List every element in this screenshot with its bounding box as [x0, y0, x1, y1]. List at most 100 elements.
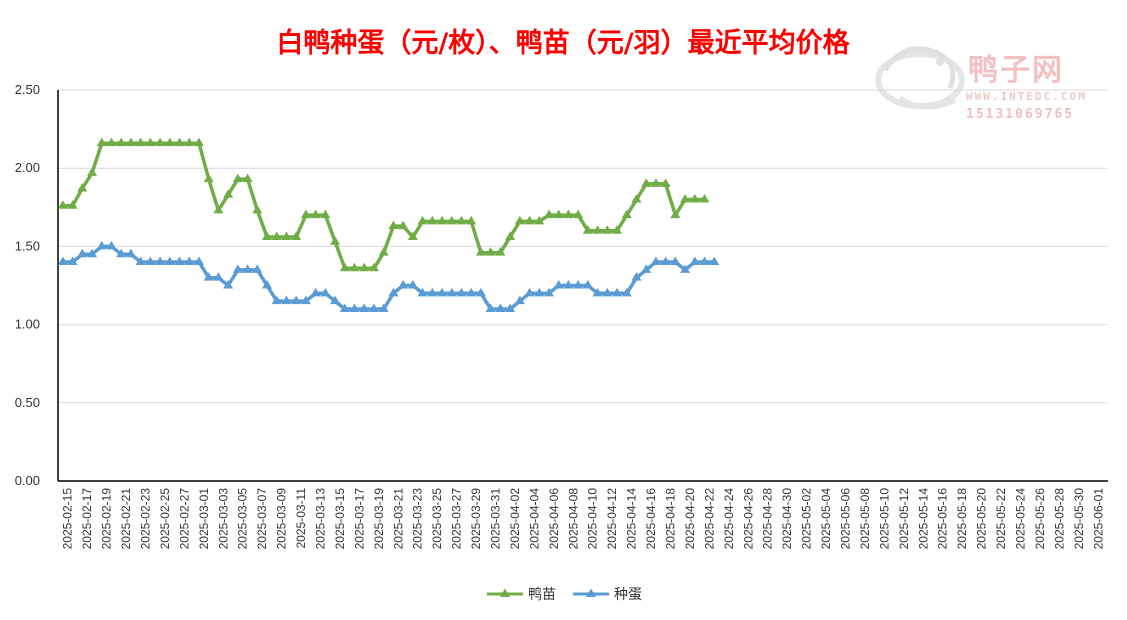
data-point [466, 215, 477, 225]
x-tick-label: 2025-05-28 [1052, 488, 1066, 550]
x-tick-label: 2025-02-23 [139, 488, 153, 550]
data-point [87, 167, 98, 176]
y-tick-label: 2.00 [15, 160, 40, 175]
series-line [62, 244, 715, 311]
y-tick-label: 0.00 [15, 473, 40, 488]
data-point [641, 178, 652, 187]
legend-item-egg: 种蛋 [573, 587, 642, 603]
data-point [291, 295, 302, 305]
x-tick-label: 2025-05-06 [839, 488, 853, 550]
x-tick-label: 2025-05-12 [897, 488, 911, 550]
x-tick-label: 2025-05-30 [1072, 488, 1086, 550]
data-point [670, 209, 681, 219]
data-point [680, 193, 691, 203]
data-point [203, 173, 214, 183]
data-point [612, 225, 623, 234]
x-tick-label: 2025-03-29 [469, 488, 483, 550]
x-axis-ticks: 2025-02-15 2025-02-17 2025-02-19 2025-02-21… [61, 488, 1106, 550]
x-tick-label: 2025-05-24 [1014, 488, 1028, 550]
x-tick-label: 2025-04-04 [527, 488, 541, 550]
watermark-url: WWW.INTEDC.COM [966, 90, 1087, 103]
data-point [680, 264, 691, 273]
data-point [456, 215, 467, 225]
data-point [553, 209, 564, 219]
data-point [378, 303, 389, 312]
x-tick-label: 2025-05-20 [975, 488, 989, 550]
data-point [242, 173, 253, 183]
data-point [281, 231, 292, 241]
data-point [106, 240, 117, 250]
data-point [495, 247, 506, 256]
watermark-phone: 15131069765 [966, 107, 1074, 122]
data-point [368, 303, 379, 312]
data-point [262, 231, 273, 241]
watermark-name: 鸭子网 [968, 53, 1064, 88]
data-point [96, 137, 107, 147]
data-point [359, 303, 370, 312]
data-point [621, 209, 632, 219]
legend-label-egg: 种蛋 [614, 587, 642, 603]
x-tick-label: 2025-02-15 [61, 488, 75, 550]
data-point [106, 137, 117, 147]
data-point [573, 280, 584, 289]
data-point [77, 183, 88, 192]
data-point [155, 256, 166, 266]
watermark-logo: 鸭子网 WWW.INTEDC.COM 15131069765 [875, 46, 1087, 122]
data-point [349, 262, 360, 272]
data-point [407, 280, 418, 289]
data-point [57, 200, 68, 209]
data-point [417, 215, 428, 225]
y-tick-label: 1.00 [15, 317, 40, 332]
x-tick-label: 2025-03-23 [411, 488, 425, 550]
y-tick-label: 0.50 [15, 395, 40, 410]
gridlines [58, 89, 1108, 404]
data-point [524, 215, 535, 225]
x-tick-label: 2025-03-19 [372, 488, 386, 550]
data-point [145, 137, 156, 147]
data-point [67, 256, 78, 266]
data-point [466, 287, 477, 297]
data-point [252, 264, 263, 273]
x-tick-label: 2025-04-22 [702, 488, 716, 550]
x-tick-label: 2025-05-16 [936, 488, 950, 550]
x-tick-label: 2025-03-21 [391, 488, 405, 550]
y-tick-label: 2.50 [15, 82, 40, 97]
data-point [368, 262, 379, 272]
x-tick-label: 2025-04-08 [566, 488, 580, 550]
data-point [262, 280, 273, 289]
data-point [330, 295, 341, 305]
data-point [213, 204, 224, 214]
data-point [543, 287, 554, 297]
x-tick-label: 2025-03-01 [197, 488, 211, 550]
x-tick-label: 2025-05-08 [858, 488, 872, 550]
data-point [631, 272, 642, 281]
data-point [193, 137, 204, 147]
data-point [223, 280, 234, 289]
data-point [612, 287, 623, 297]
data-point [475, 247, 486, 256]
data-point [543, 209, 554, 219]
chart-title: 白鸭种蛋（元/枚）、鸭苗（元/羽）最近平均价格 [276, 27, 850, 59]
data-point [592, 287, 603, 297]
data-point [689, 193, 700, 203]
x-tick-label: 2025-04-24 [722, 488, 736, 550]
legend-label-duckling: 鸭苗 [528, 587, 556, 603]
data-point [563, 280, 574, 289]
data-point [437, 287, 448, 297]
x-tick-label: 2025-05-18 [955, 488, 969, 550]
data-point [300, 295, 311, 305]
data-point [505, 303, 516, 312]
data-point [475, 287, 486, 297]
data-point [378, 247, 389, 256]
data-point [349, 303, 360, 312]
data-point [699, 256, 710, 266]
x-tick-label: 2025-04-14 [625, 488, 639, 550]
data-point [145, 256, 156, 266]
x-tick-label: 2025-03-03 [216, 488, 230, 550]
data-point [125, 248, 136, 258]
duck-logo-icon [875, 46, 965, 110]
data-point [271, 231, 282, 241]
x-tick-label: 2025-04-26 [741, 488, 755, 550]
data-point [320, 287, 331, 297]
y-tick-label: 1.50 [15, 238, 40, 253]
